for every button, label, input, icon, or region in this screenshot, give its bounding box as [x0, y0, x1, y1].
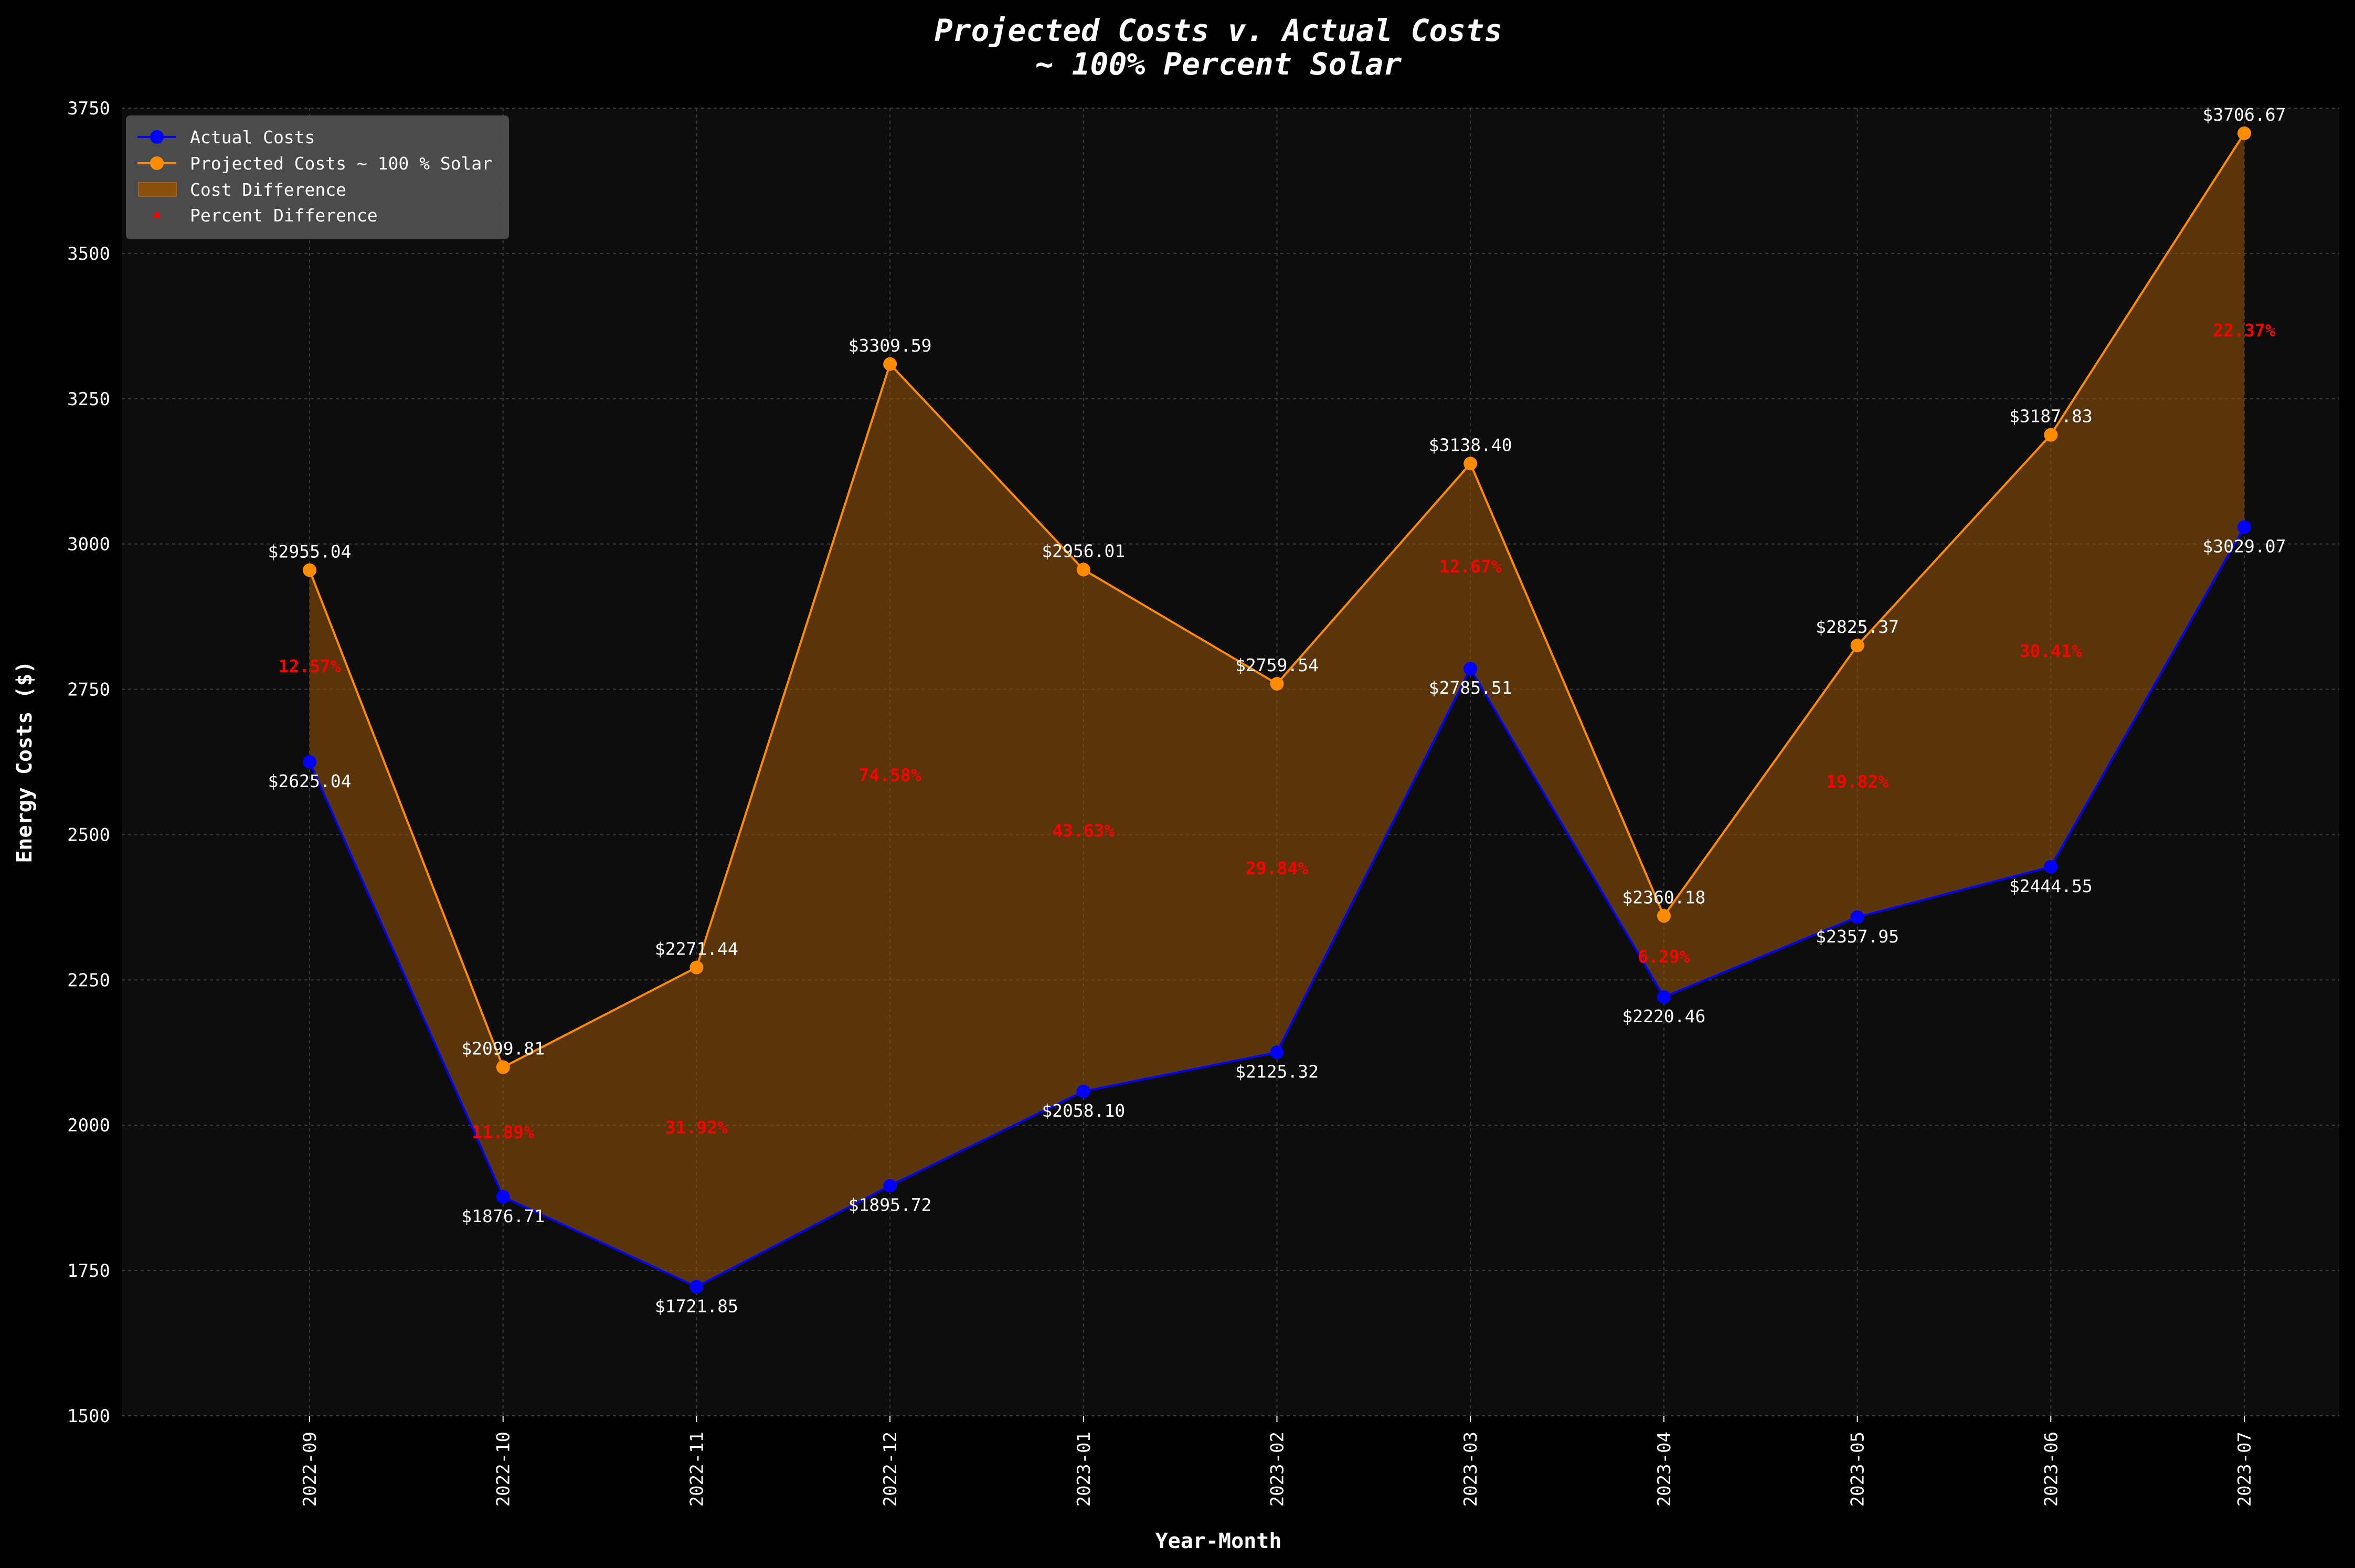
legend-difference-patch-icon	[138, 182, 177, 197]
actual-cost-label: $2625.04	[268, 771, 352, 791]
legend-percent-label: Percent Difference	[190, 205, 378, 226]
projected-costs-point	[1270, 676, 1284, 691]
percent-difference-label: 6.29%	[1638, 947, 1690, 967]
percent-difference-label: 43.63%	[1052, 821, 1115, 841]
x-tick-label: 2023-02	[1267, 1432, 1288, 1507]
y-tick-label: 2250	[67, 970, 110, 991]
projected-costs-point	[496, 1060, 510, 1074]
actual-costs-point	[689, 1280, 704, 1294]
x-axis-title: Year-Month	[1155, 1529, 1282, 1553]
x-tick-label: 2022-12	[880, 1432, 901, 1507]
actual-costs-point	[1850, 910, 1864, 924]
chart-title: Projected Costs v. Actual Costs	[935, 13, 1503, 48]
projected-cost-label: $3309.59	[848, 335, 932, 356]
y-tick-label: 3500	[67, 243, 110, 264]
actual-costs-point	[1657, 990, 1671, 1004]
projected-cost-label: $2099.81	[461, 1039, 545, 1059]
projected-cost-label: $2825.37	[1816, 617, 1899, 637]
percent-difference-label: 12.57%	[278, 656, 341, 676]
legend: Actual Costs Projected Costs ~ 100 % Sol…	[126, 115, 509, 239]
chart-subtitle: ~ 100% Percent Solar	[1035, 46, 1402, 82]
actual-cost-label: $3029.07	[2203, 536, 2286, 556]
actual-cost-label: $2058.10	[1042, 1100, 1125, 1121]
x-tick-label: 2022-09	[300, 1432, 321, 1507]
actual-cost-label: $1895.72	[848, 1195, 932, 1215]
percent-difference-labels: 12.57% 11.89% 31.92% 74.58% 43.63% 29.84% 12.6…	[278, 320, 2275, 1142]
actual-cost-label: $2785.51	[1429, 677, 1512, 698]
actual-costs-point	[883, 1179, 897, 1193]
percent-difference-label: 74.58%	[858, 765, 921, 786]
legend-actual-marker-icon	[150, 130, 164, 144]
x-tick-label: 2023-04	[1654, 1432, 1675, 1507]
projected-costs-point	[689, 960, 704, 974]
y-axis-title: Energy Costs ($)	[13, 661, 37, 863]
y-tick-label: 3000	[67, 534, 110, 555]
y-tick-label: 2000	[67, 1115, 110, 1136]
y-tick-label: 3250	[67, 389, 110, 410]
projected-costs-point	[1850, 639, 1864, 653]
percent-difference-label: 29.84%	[1246, 858, 1308, 878]
percent-difference-label: 11.89%	[472, 1122, 534, 1142]
legend-actual-label: Actual Costs	[190, 127, 315, 147]
data-labels: $2955.04 $2099.81 $2271.44 $3309.59 $2956.01…	[268, 104, 2286, 1316]
series-points	[303, 126, 2251, 1294]
y-tick-label: 1750	[67, 1260, 110, 1281]
projected-costs-point	[1463, 457, 1478, 471]
y-tick-label: 1500	[67, 1406, 110, 1427]
percent-difference-label: 12.67%	[1439, 556, 1502, 577]
projected-costs-point	[883, 357, 897, 371]
y-tick-label: 2750	[67, 680, 110, 701]
legend-percent-marker-icon	[153, 210, 161, 218]
x-tick-label: 2023-05	[1848, 1432, 1869, 1507]
legend-difference-label: Cost Difference	[190, 179, 346, 200]
actual-costs-point	[1270, 1045, 1284, 1060]
legend-box	[126, 115, 509, 239]
projected-costs-point	[303, 563, 316, 577]
projected-cost-label: $3187.83	[2009, 406, 2093, 427]
x-tick-label: 2023-01	[1074, 1432, 1095, 1507]
projected-cost-label: $3138.40	[1429, 435, 1512, 455]
actual-cost-label: $2444.55	[2009, 876, 2093, 896]
actual-cost-label: $2357.95	[1816, 926, 1899, 947]
actual-costs-point	[2237, 520, 2251, 534]
x-tick-label: 2023-06	[2041, 1432, 2062, 1507]
actual-cost-label: $2220.46	[1622, 1006, 1705, 1026]
y-tick-label: 3750	[67, 98, 110, 119]
projected-cost-label: $3706.67	[2203, 104, 2286, 125]
axes: 1500 1750 2000 2250 2500 2750 3000 3250 3500 3750…	[67, 98, 2255, 1507]
actual-costs-point	[1463, 662, 1478, 676]
x-tick-label: 2023-07	[2234, 1432, 2255, 1507]
projected-cost-label: $2360.18	[1622, 887, 1705, 907]
percent-difference-label: 31.92%	[665, 1117, 728, 1138]
actual-cost-label: $2125.32	[1235, 1061, 1319, 1082]
legend-projected-marker-icon	[150, 156, 164, 170]
actual-costs-point	[303, 755, 316, 769]
projected-costs-point	[1076, 563, 1090, 577]
actual-cost-label: $1721.85	[655, 1296, 738, 1316]
y-tick-label: 2500	[67, 824, 110, 845]
actual-costs-point	[1076, 1084, 1090, 1098]
actual-costs-point	[2044, 860, 2058, 874]
projected-cost-label: $2271.44	[655, 939, 738, 959]
actual-cost-label: $1876.71	[461, 1206, 545, 1226]
projected-cost-label: $2955.04	[268, 541, 352, 561]
x-tick-label: 2022-10	[493, 1432, 514, 1507]
percent-difference-label: 19.82%	[1826, 771, 1889, 792]
projected-costs-point	[1657, 909, 1671, 923]
cost-difference-area	[310, 133, 2244, 1287]
cost-difference-fill	[310, 133, 2244, 1287]
percent-difference-label: 22.37%	[2213, 320, 2275, 341]
actual-costs-point	[496, 1190, 510, 1204]
projected-costs-point	[2237, 126, 2251, 140]
percent-difference-label: 30.41%	[2020, 641, 2082, 661]
projected-cost-label: $2759.54	[1235, 655, 1319, 675]
x-tick-label: 2023-03	[1460, 1432, 1481, 1507]
legend-projected-label: Projected Costs ~ 100 % Solar	[190, 153, 492, 174]
projected-cost-label: $2956.01	[1042, 541, 1125, 561]
projected-costs-point	[2044, 428, 2058, 442]
x-tick-label: 2022-11	[686, 1432, 707, 1507]
